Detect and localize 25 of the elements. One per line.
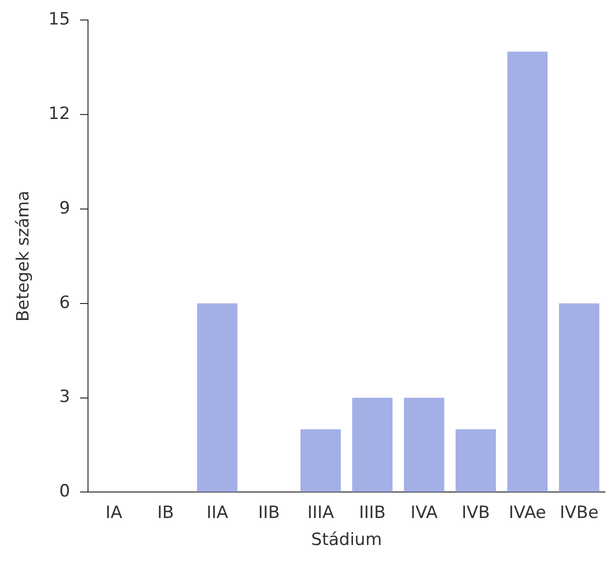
x-tick-label: IVB	[462, 502, 490, 523]
y-tick-label: 6	[59, 292, 70, 313]
y-tick-label: 3	[59, 387, 70, 408]
y-tick-label: 12	[48, 104, 70, 124]
bar	[507, 52, 548, 492]
bar	[300, 429, 341, 492]
x-tick-label: IVBe	[560, 502, 599, 523]
bar	[456, 429, 496, 492]
bar	[352, 398, 393, 492]
bar	[558, 303, 600, 492]
y-tick-label: 15	[48, 10, 70, 30]
x-tick-label: IA	[106, 502, 123, 523]
x-tick-label: IVAe	[508, 502, 546, 523]
x-tick-label: IIA	[206, 502, 228, 523]
y-axis-title: Betegek száma	[14, 190, 34, 322]
bar	[404, 398, 444, 492]
x-tick-label: IIB	[258, 502, 280, 523]
x-tick-label: IIIB	[359, 502, 386, 523]
x-tick-label: IIIA	[307, 502, 334, 523]
bar	[197, 303, 238, 492]
y-tick-label: 0	[59, 482, 70, 502]
x-tick-label: IVA	[410, 502, 438, 523]
x-tick-label: IB	[157, 502, 174, 523]
x-axis-title: Stádium	[311, 530, 382, 550]
y-tick-label: 9	[59, 198, 70, 218]
